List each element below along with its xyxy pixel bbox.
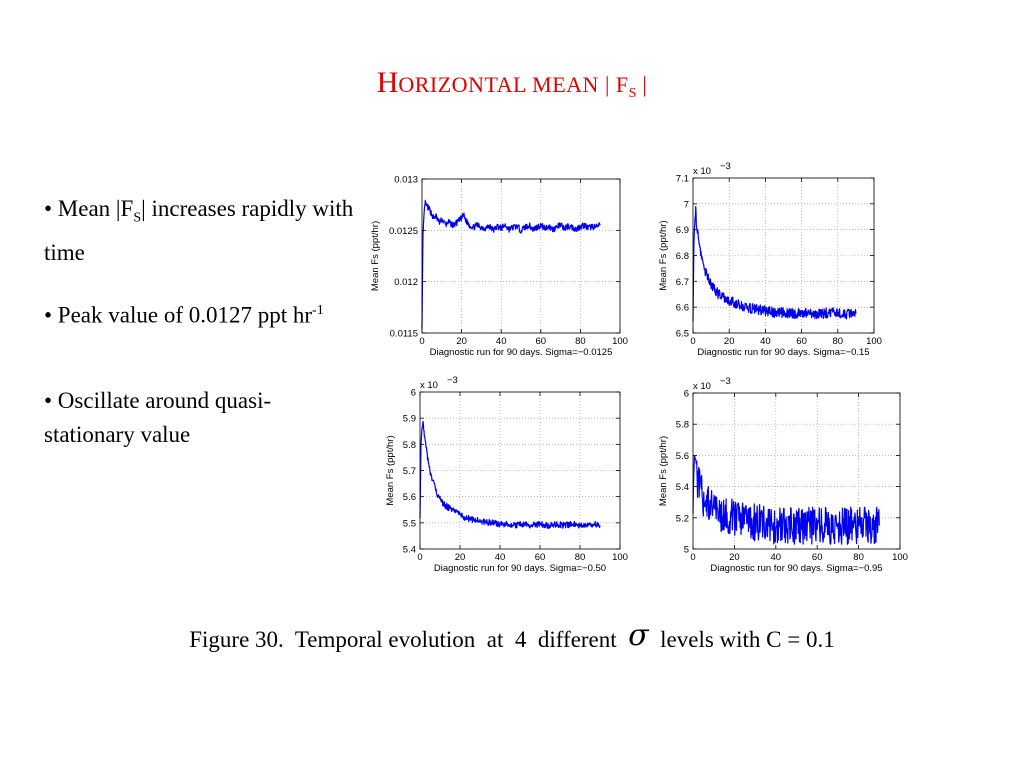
axis-exponent-power: −3	[720, 376, 731, 387]
y-tick-label: 6	[684, 389, 689, 400]
title-f: F	[609, 72, 629, 97]
x-axis-label: Diagnostic run for 90 days. Sigma=−0.95	[710, 563, 882, 574]
x-tick-label: 80	[575, 336, 586, 347]
x-tick-label: 0	[417, 552, 422, 563]
bullet-1-post: | increases rapidly with time	[44, 196, 354, 265]
x-tick-label: 0	[419, 336, 424, 347]
y-tick-label: 5.2	[676, 513, 689, 524]
plot-frame	[421, 178, 621, 334]
bullet-3-text: • Oscillate around quasi-stationary valu…	[44, 388, 272, 447]
x-tick-label: 100	[612, 336, 628, 347]
bullet-1-pre: • Mean |F	[44, 196, 134, 221]
x-tick-label: 40	[495, 552, 506, 563]
title-bar-close: |	[636, 72, 648, 97]
y-tick-label: 0.013	[394, 175, 418, 186]
sigma-symbol: σ	[628, 618, 649, 653]
chart-sigma-0.95: 0 20 40 60 80 100 5 5.2 5.4 5.6 5.8 6 Diagnostic run…	[658, 376, 908, 574]
x-axis-label: Diagnostic run for 90 days. Sigma=−0.15	[697, 347, 869, 358]
y-tick-label: 6.8	[676, 251, 689, 262]
y-tick-label: 5.5	[403, 518, 416, 529]
x-tick-label: 100	[892, 552, 908, 563]
axis-exponent-power: −3	[720, 161, 731, 172]
y-tick-label: 7.1	[676, 174, 689, 185]
x-tick-label: 40	[760, 336, 771, 347]
y-tick-label: 0.012	[394, 277, 418, 288]
x-tick-label: 40	[496, 336, 507, 347]
y-tick-label: 5.6	[403, 492, 416, 503]
x-tick-label: 80	[833, 336, 844, 347]
y-tick-label: 0.0115	[390, 329, 418, 340]
y-tick-label: 6	[411, 388, 416, 399]
chart-sigma-0.50: 0 20 40 60 80 100 5.4 5.5 5.6 5.7 5.8 5.9 6 Diagnosti…	[385, 375, 628, 574]
x-tick-label: 80	[853, 552, 864, 563]
bullet-peak-value: • Peak value of 0.0127 ppt hr-1	[44, 294, 354, 333]
y-tick-label: 6.9	[676, 225, 689, 236]
x-tick-label: 20	[729, 552, 740, 563]
caption-post: levels with C = 0.1	[648, 627, 835, 652]
y-tick-label: 5	[684, 545, 689, 556]
axis-exponent-power: −3	[447, 375, 458, 386]
x-tick-label: 100	[612, 552, 628, 563]
title-subscript: S	[628, 86, 637, 101]
y-tick-label: 6.5	[676, 329, 689, 340]
bullet-mean-increases: • Mean |FS| increases rapidly with time	[44, 192, 354, 270]
bullet-oscillate: • Oscillate around quasi-stationary valu…	[44, 384, 354, 452]
bullet-1-sub: S	[133, 210, 142, 226]
series-line	[692, 455, 880, 545]
series-line	[692, 205, 857, 322]
x-tick-label: 20	[456, 336, 467, 347]
x-axis-label: Diagnostic run for 90 days. Sigma=−0.012…	[430, 347, 613, 358]
x-tick-label: 60	[536, 336, 547, 347]
slide-title: HORIZONTAL MEAN | FS |	[0, 66, 1024, 101]
x-tick-label: 60	[535, 552, 546, 563]
y-tick-label: 5.6	[676, 451, 689, 462]
x-tick-label: 0	[690, 336, 695, 347]
x-tick-label: 100	[866, 336, 882, 347]
x-tick-label: 0	[690, 552, 695, 563]
y-tick-label: 0.0125	[389, 226, 418, 237]
title-first-letter: H	[376, 66, 399, 99]
figure-caption: Figure 30. Temporal evolution at 4 diffe…	[0, 618, 1024, 655]
chart-sigma-0.0125: 0 20 40 60 80 100 0.0115 0.012 0.0125 0.013 Diagno…	[370, 175, 628, 359]
y-tick-label: 5.9	[403, 414, 416, 425]
axis-exponent: x 10	[420, 380, 438, 391]
y-tick-label: 5.7	[403, 466, 416, 477]
series-line	[419, 420, 601, 529]
axis-exponent: x 10	[693, 381, 711, 392]
title-text: ORIZONTAL MEAN	[398, 72, 605, 97]
axis-exponent: x 10	[693, 166, 711, 177]
y-tick-label: 7	[684, 199, 689, 210]
y-tick-label: 5.8	[676, 420, 689, 431]
y-axis-label: Mean Fs (ppt/hr)	[385, 435, 396, 505]
y-tick-label: 6.6	[676, 303, 689, 314]
y-tick-label: 5.8	[403, 440, 416, 451]
series-line	[421, 199, 601, 329]
caption-pre: Figure 30. Temporal evolution at 4 diffe…	[189, 627, 629, 652]
y-axis-label: Mean Fs (ppt/hr)	[370, 221, 381, 291]
bullet-2-sup: -1	[312, 303, 324, 318]
plot-frame	[692, 392, 901, 550]
x-tick-label: 80	[575, 552, 586, 563]
title-bar-open: |	[604, 72, 610, 97]
y-axis-label: Mean Fs (ppt/hr)	[658, 220, 669, 290]
x-axis-label: Diagnostic run for 90 days. Sigma=−0.50	[434, 563, 606, 574]
x-tick-label: 60	[812, 552, 823, 563]
x-tick-label: 60	[796, 336, 807, 347]
y-tick-label: 5.4	[403, 545, 416, 556]
x-tick-label: 20	[724, 336, 735, 347]
y-tick-label: 6.7	[676, 277, 689, 288]
y-tick-label: 5.4	[676, 482, 689, 493]
chart-sigma-0.15: 0 20 40 60 80 100 6.5 6.6 6.7 6.8 6.9 7 7.1 Diagnosti…	[658, 161, 882, 358]
bullet-2-pre: • Peak value of 0.0127 ppt hr	[44, 302, 313, 328]
y-axis-label: Mean Fs (ppt/hr)	[658, 436, 669, 506]
x-tick-label: 40	[771, 552, 782, 563]
x-tick-label: 20	[455, 552, 466, 563]
